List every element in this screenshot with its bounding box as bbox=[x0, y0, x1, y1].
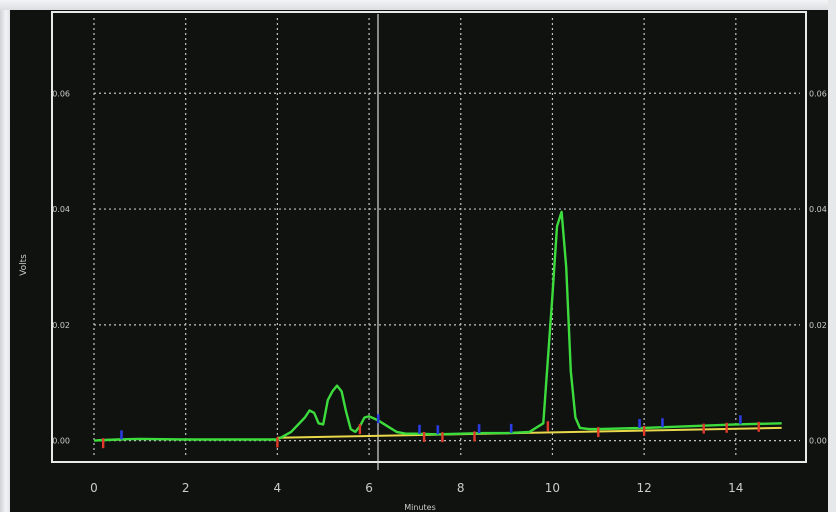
monitor-bezel-top bbox=[0, 0, 836, 10]
series-line bbox=[93, 210, 782, 442]
y-right-tick-label: 0.06 bbox=[809, 89, 827, 98]
x-axis-ticks: 0 2 4 6 8 10 12 14 bbox=[90, 481, 743, 495]
monitor-bezel-right bbox=[828, 0, 836, 512]
y-right-tick-label: 0.04 bbox=[809, 205, 827, 214]
x-tick-label: 0 bbox=[90, 481, 98, 495]
x-tick-label: 6 bbox=[365, 481, 373, 495]
y-right-tick-label: 0.02 bbox=[809, 321, 827, 330]
y-left-tick-label: 0.02 bbox=[52, 321, 70, 330]
plot-frame bbox=[51, 11, 807, 463]
y-axis-right-ticks: 0.00 0.02 0.04 0.06 bbox=[809, 89, 827, 445]
monitor-bezel-left bbox=[0, 0, 10, 512]
y-left-tick-label: 0.00 bbox=[52, 437, 70, 446]
y-right-tick-label: 0.00 bbox=[809, 437, 827, 446]
peak-marker-layer bbox=[101, 414, 760, 449]
y-left-tick-label: 0.06 bbox=[52, 89, 70, 98]
x-axis-label: Minutes bbox=[404, 503, 436, 512]
y-left-tick-label: 0.04 bbox=[52, 205, 70, 214]
x-tick-label: 4 bbox=[274, 481, 282, 495]
trace-layer bbox=[93, 210, 782, 442]
x-tick-label: 2 bbox=[182, 481, 190, 495]
y-axis-label: Volts bbox=[19, 254, 29, 276]
x-tick-label: 10 bbox=[545, 481, 560, 495]
x-tick-label: 14 bbox=[728, 481, 743, 495]
grid bbox=[93, 18, 800, 458]
y-axis-left-ticks: 0.00 0.02 0.04 0.06 bbox=[52, 89, 70, 445]
x-tick-label: 12 bbox=[636, 481, 651, 495]
x-tick-label: 8 bbox=[457, 481, 465, 495]
